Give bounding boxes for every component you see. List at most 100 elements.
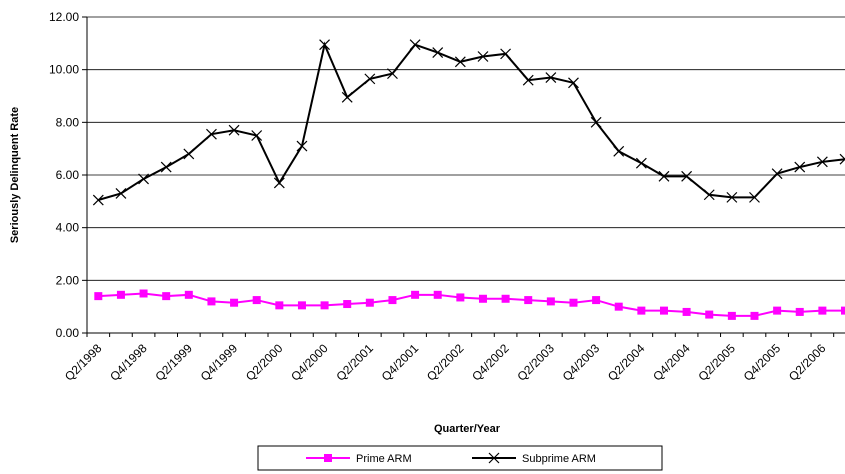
data-point xyxy=(343,300,352,309)
data-point xyxy=(522,74,534,86)
x-tick-label: Q4/1998 xyxy=(107,341,150,384)
data-point xyxy=(613,145,625,157)
x-tick-label: Q4/2002 xyxy=(469,341,512,384)
data-point xyxy=(773,306,782,315)
data-point xyxy=(409,39,421,51)
data-point xyxy=(818,306,827,315)
data-point xyxy=(162,292,171,301)
x-tick-label: Q2/2004 xyxy=(605,341,648,384)
data-point xyxy=(365,298,374,307)
gridlines xyxy=(87,16,845,281)
x-tick-label: Q2/2003 xyxy=(515,341,558,384)
legend-marker xyxy=(488,452,500,464)
data-point xyxy=(275,301,284,310)
data-point xyxy=(816,156,828,168)
data-point xyxy=(433,290,442,299)
data-point xyxy=(500,48,512,60)
data-point xyxy=(841,306,845,315)
x-tick-label: Q2/1998 xyxy=(62,341,105,384)
data-point xyxy=(207,297,216,306)
data-point xyxy=(546,297,555,306)
data-point xyxy=(341,91,353,103)
data-point xyxy=(839,153,845,165)
x-tick-label: Q4/1999 xyxy=(198,341,241,384)
data-point xyxy=(569,298,578,307)
series-line xyxy=(98,41,845,201)
data-point xyxy=(319,39,331,51)
data-point xyxy=(228,124,240,136)
data-point xyxy=(273,177,285,189)
data-point xyxy=(251,130,263,141)
data-point xyxy=(501,294,510,303)
data-point xyxy=(115,188,127,199)
legend-items: Prime ARM Subprime ARM xyxy=(306,452,596,465)
data-point xyxy=(477,51,489,62)
data-point xyxy=(94,292,103,301)
data-point xyxy=(230,298,239,307)
data-point xyxy=(545,72,557,83)
series-line xyxy=(98,292,845,317)
data-point xyxy=(364,73,376,85)
x-tick-label: Q2/2005 xyxy=(696,341,739,384)
x-axis-ticks: Q2/1998 Q4/1998 Q2/1999 Q4/1999 Q2/2000 Q4/20… xyxy=(62,333,835,384)
data-point xyxy=(92,194,104,206)
data-point xyxy=(206,128,217,140)
data-point xyxy=(794,161,806,173)
legend-marker xyxy=(324,454,332,462)
series-layer xyxy=(92,39,845,320)
data-point xyxy=(750,311,759,320)
x-tick-label: Q4/2001 xyxy=(379,341,422,384)
y-axis-ticks: 0.00 2.00 4.00 6.00 8.00 10.00 12.00 xyxy=(49,10,87,340)
data-point xyxy=(183,148,195,160)
y-tick-label: 12.00 xyxy=(49,10,79,24)
x-tick-label: Q2/2006 xyxy=(786,341,829,384)
data-point xyxy=(252,296,261,305)
data-point xyxy=(454,56,466,68)
data-point xyxy=(139,289,148,298)
legend: Prime ARM Subprime ARM xyxy=(257,445,663,471)
data-point xyxy=(703,189,715,201)
data-point xyxy=(590,116,602,128)
data-point xyxy=(116,290,125,299)
data-point xyxy=(614,302,623,311)
y-tick-label: 0.00 xyxy=(56,326,80,340)
legend-item: Prime ARM xyxy=(306,453,412,465)
data-point xyxy=(432,47,444,58)
data-point xyxy=(592,296,601,305)
data-point xyxy=(681,170,693,182)
y-tick-label: 8.00 xyxy=(56,115,80,129)
series-prime-arm xyxy=(94,289,845,320)
series-subprime-arm xyxy=(92,39,845,206)
x-tick-label: Q4/2004 xyxy=(650,341,693,384)
x-tick-label: Q2/2001 xyxy=(333,341,376,384)
y-axis-title: Seriously Delinquent Rate xyxy=(9,107,21,243)
x-tick-label: Q2/2002 xyxy=(424,341,467,384)
x-tick-label: Q4/2005 xyxy=(741,341,784,384)
data-point xyxy=(478,294,487,303)
y-tick-label: 4.00 xyxy=(56,221,80,235)
data-point xyxy=(411,290,420,299)
y-tick-label: 2.00 xyxy=(56,273,80,287)
data-point xyxy=(637,306,646,315)
data-point xyxy=(705,310,714,319)
data-point xyxy=(635,157,647,169)
data-point xyxy=(524,296,533,305)
data-point xyxy=(749,191,760,203)
data-point xyxy=(658,170,670,182)
x-tick-label: Q2/2000 xyxy=(243,341,286,384)
legend-label: Prime ARM xyxy=(356,453,412,465)
legend-label: Subprime ARM xyxy=(522,453,596,465)
data-point xyxy=(682,307,691,316)
data-point xyxy=(727,311,736,320)
x-tick-label: Q4/2000 xyxy=(288,341,331,384)
data-point xyxy=(296,140,308,152)
data-point xyxy=(456,293,465,302)
y-tick-label: 6.00 xyxy=(56,168,80,182)
y-tick-label: 10.00 xyxy=(49,63,79,77)
data-point xyxy=(568,77,579,89)
data-point xyxy=(387,68,398,80)
data-point xyxy=(320,301,329,310)
data-point xyxy=(138,173,149,185)
data-point xyxy=(184,290,193,299)
